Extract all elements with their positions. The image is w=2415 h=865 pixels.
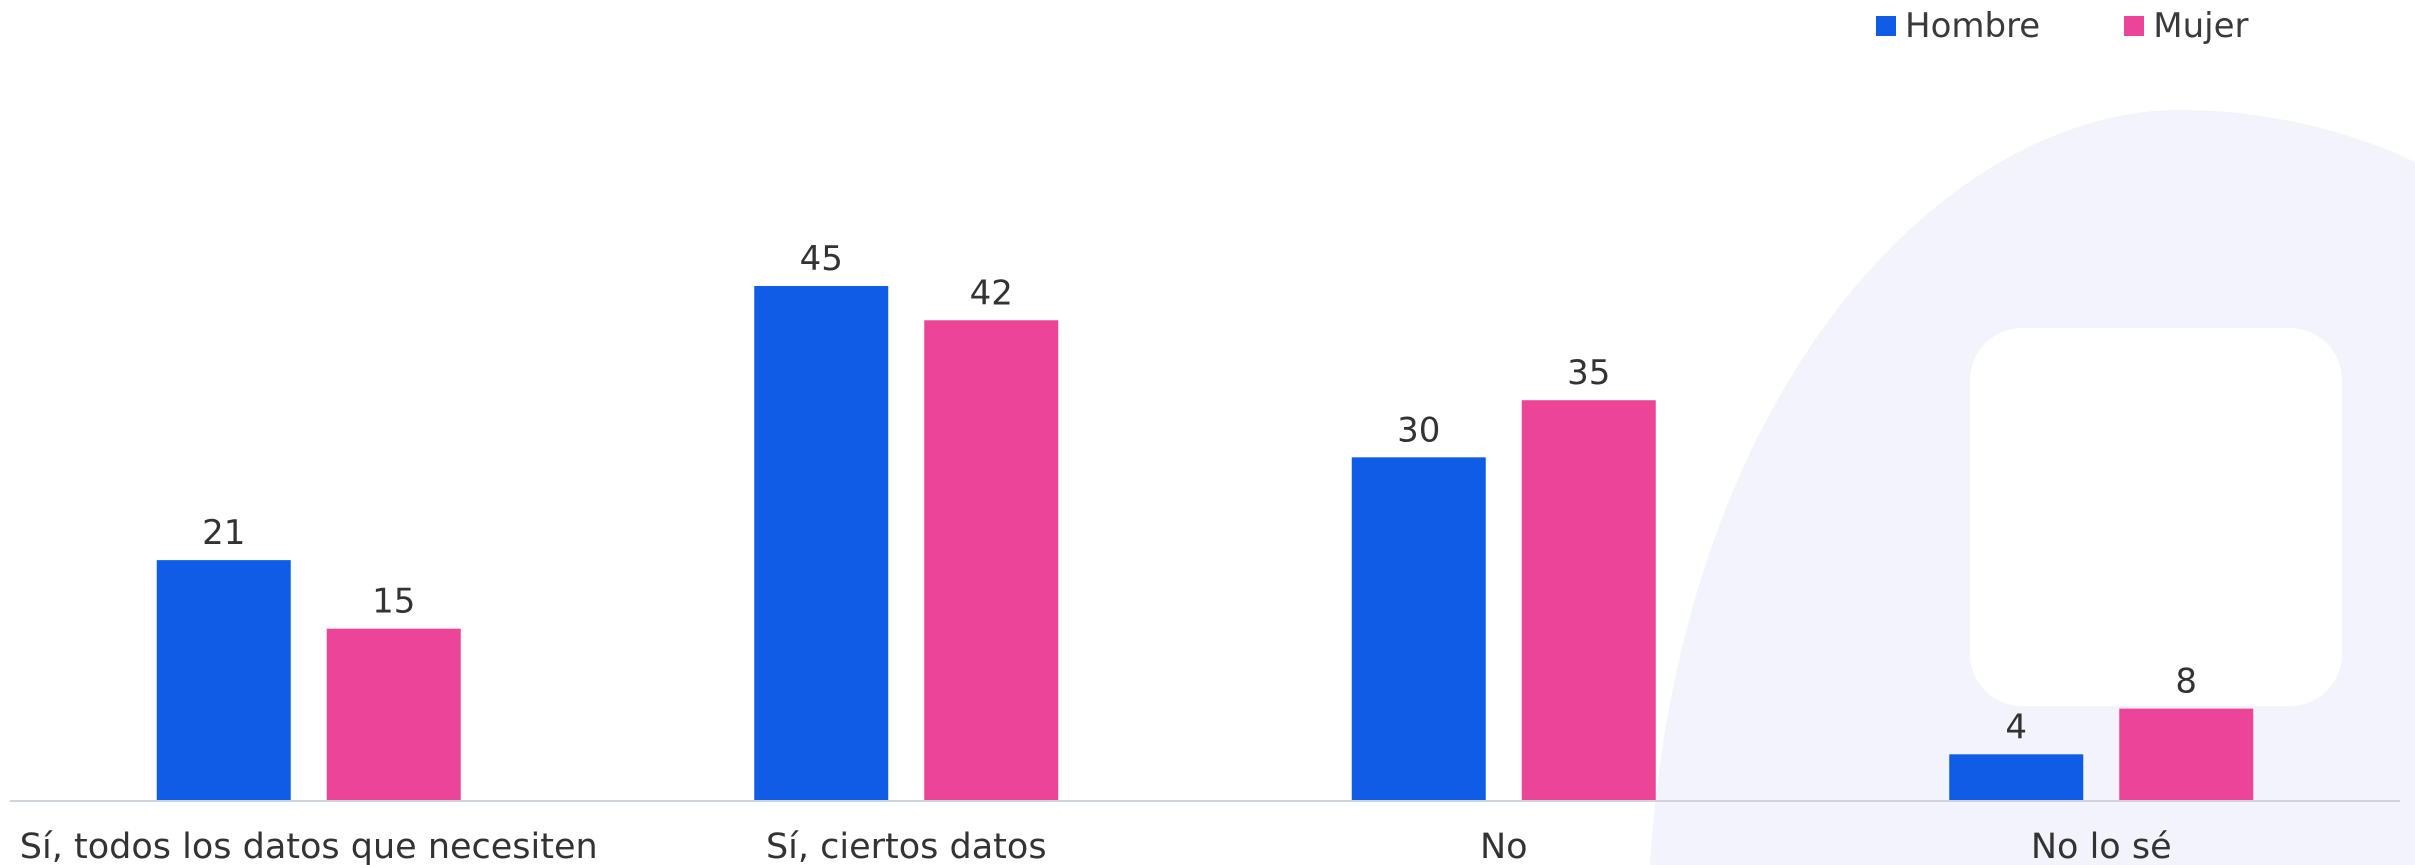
legend-item-mujer: Mujer — [2124, 6, 2248, 46]
bar-hombre-no — [1351, 457, 1486, 800]
bar-hombre-si-todos-los-datos-que-necesiten — [156, 560, 291, 800]
x-tick-label-no: No — [1480, 827, 1528, 865]
bar-mujer-no-lo-se — [2119, 708, 2254, 800]
bar-mujer-no — [1521, 400, 1656, 800]
bar-mujer-si-ciertos-datos — [924, 320, 1059, 800]
data-label-mujer-si-ciertos-datos: 42 — [970, 273, 1013, 313]
legend: Hombre Mujer — [1876, 6, 2248, 46]
legend-swatch-mujer — [2124, 16, 2145, 36]
bar-hombre-no-lo-se — [1949, 754, 2084, 800]
data-label-mujer-no: 35 — [1567, 353, 1610, 393]
legend-label-mujer: Mujer — [2153, 6, 2249, 46]
x-tick-label-si-ciertos-datos: Sí, ciertos datos — [766, 827, 1047, 865]
data-label-hombre-no: 30 — [1397, 410, 1440, 450]
x-tick-label-si-todos-los-datos-que-necesiten: Sí, todos los datos que necesiten — [20, 827, 598, 865]
legend-item-hombre: Hombre — [1876, 6, 2040, 46]
x-tick-label-no-lo-se: No lo sé — [2031, 827, 2172, 865]
data-label-hombre-si-todos-los-datos-que-necesiten: 21 — [202, 513, 245, 553]
watermark-cutout — [1970, 328, 2342, 706]
legend-label-hombre: Hombre — [1905, 6, 2041, 46]
data-label-mujer-no-lo-se: 8 — [2175, 662, 2197, 702]
data-label-hombre-no-lo-se: 4 — [2005, 707, 2027, 747]
data-label-hombre-si-ciertos-datos: 45 — [800, 239, 843, 279]
legend-swatch-hombre — [1876, 16, 1896, 36]
bar-mujer-si-todos-los-datos-que-necesiten — [326, 628, 461, 800]
bar-hombre-si-ciertos-datos — [754, 286, 889, 800]
data-label-mujer-si-todos-los-datos-que-necesiten: 15 — [372, 582, 415, 622]
